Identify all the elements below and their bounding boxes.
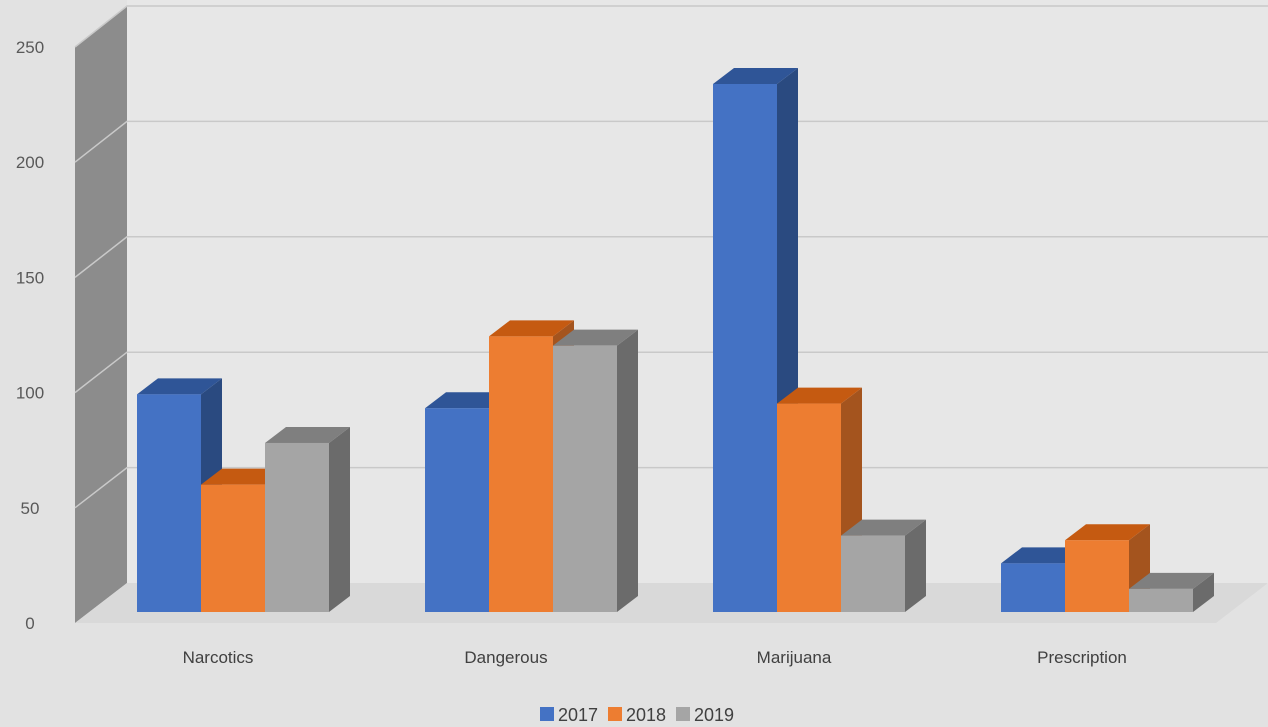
bar-front bbox=[553, 345, 617, 612]
legend: 2017 2018 2019 bbox=[540, 705, 734, 725]
x-tick-label: Prescription bbox=[1037, 648, 1127, 667]
bar-dangerous-2019 bbox=[553, 329, 638, 612]
bar-top bbox=[1065, 524, 1150, 541]
x-tick-label: Marijuana bbox=[757, 648, 832, 667]
legend-label: 2018 bbox=[626, 705, 666, 725]
x-tick-label: Dangerous bbox=[464, 648, 547, 667]
bar-top bbox=[425, 392, 510, 409]
legend-swatch bbox=[676, 707, 690, 721]
bar-front bbox=[137, 394, 201, 612]
legend-label: 2019 bbox=[694, 705, 734, 725]
legend-label: 2017 bbox=[558, 705, 598, 725]
bar-front bbox=[425, 408, 489, 612]
bar-front bbox=[777, 403, 841, 612]
gridline bbox=[74, 466, 1268, 509]
bar-side bbox=[905, 519, 926, 612]
bar-top bbox=[137, 378, 222, 395]
bar-prescription-2019 bbox=[1129, 572, 1214, 612]
y-tick-label: 150 bbox=[16, 268, 44, 287]
y-tick-label: 200 bbox=[16, 153, 44, 172]
bar-top bbox=[553, 329, 638, 346]
bar-top bbox=[841, 519, 926, 536]
y-tick-label: 250 bbox=[16, 38, 44, 57]
bar-narcotics-2019 bbox=[265, 426, 350, 612]
bar-top bbox=[713, 68, 798, 84]
gridline bbox=[74, 351, 1268, 394]
bar-front bbox=[489, 336, 553, 612]
bar-front bbox=[265, 442, 329, 612]
bar-side bbox=[1193, 572, 1214, 612]
x-axis: Narcotics Dangerous Marijuana Prescription bbox=[183, 648, 1127, 667]
y-tick-label: 0 bbox=[25, 614, 34, 633]
bar-top bbox=[777, 387, 862, 404]
bar-top bbox=[201, 468, 286, 485]
bar-marijuana-2018 bbox=[777, 387, 862, 612]
bar-top bbox=[1129, 572, 1214, 589]
gridline bbox=[74, 120, 1268, 163]
floor bbox=[75, 583, 1268, 623]
bar-top bbox=[489, 320, 574, 337]
bar-side bbox=[617, 329, 638, 612]
gridline bbox=[74, 5, 1268, 48]
bar-prescription-2018 bbox=[1065, 524, 1150, 612]
gridline bbox=[74, 236, 1268, 278]
bar-marijuana-2019 bbox=[841, 519, 926, 612]
legend-swatch bbox=[540, 707, 554, 721]
bar-top bbox=[1001, 547, 1086, 564]
y-axis: 0 50 100 150 200 250 bbox=[16, 38, 44, 633]
bar-top bbox=[265, 426, 350, 443]
side-wall bbox=[75, 6, 127, 623]
bar-front bbox=[1129, 588, 1193, 612]
bar-front bbox=[201, 484, 265, 612]
bar-front bbox=[841, 535, 905, 612]
y-tick-label: 50 bbox=[21, 499, 40, 518]
legend-swatch bbox=[608, 707, 622, 721]
gridlines bbox=[74, 5, 1268, 509]
bar-front bbox=[713, 84, 777, 612]
bar-side bbox=[329, 426, 350, 612]
bar-front bbox=[1065, 540, 1129, 612]
x-tick-label: Narcotics bbox=[183, 648, 254, 667]
bar-front bbox=[1001, 563, 1065, 612]
y-tick-label: 100 bbox=[16, 384, 44, 403]
bars bbox=[137, 68, 1214, 612]
